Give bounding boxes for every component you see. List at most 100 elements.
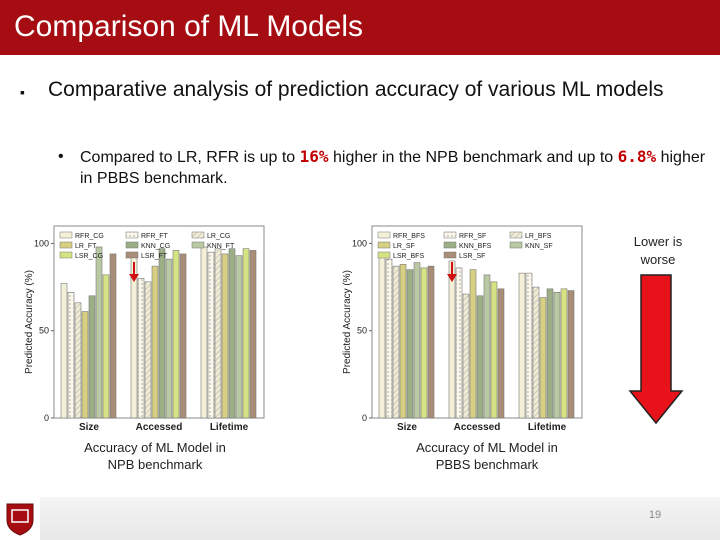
legend-label: LR_SF [393, 243, 415, 250]
page-number: 19 [648, 509, 662, 521]
footer-bar [40, 497, 720, 540]
y-tick-label: 100 [352, 238, 367, 248]
title-bar: Comparison of ML Models [0, 0, 720, 55]
legend-label: LSR_SF [459, 253, 485, 260]
bar-lsr-sf [427, 265, 435, 419]
bar-lr-cg [144, 281, 152, 419]
bar-lsr-bfs [560, 288, 568, 419]
highlight-arrow-icon [447, 262, 457, 282]
legend-label: LSR_FT [141, 253, 168, 260]
x-tick-label: Accessed [136, 422, 183, 433]
highlight-arrow-icon [129, 262, 139, 282]
legend-swatch [59, 251, 73, 259]
legend-label: LR_FT [75, 243, 97, 250]
bar-rfr-ft [207, 251, 215, 419]
x-tick-label: Accessed [454, 422, 501, 433]
bar-rfr-bfs [448, 260, 456, 419]
bar-knn-sf [413, 262, 421, 419]
bar-rfr-cg [60, 283, 68, 419]
x-tick-label: Size [79, 422, 99, 433]
bar-lsr-sf [567, 290, 575, 419]
bar-knn-ft [165, 258, 173, 419]
highlight-pbbs: 6.8% [617, 147, 657, 166]
legend-label: LSR_BFS [393, 253, 424, 260]
bar-knn-cg [88, 295, 96, 419]
legend-swatch [125, 251, 139, 259]
bullet-sub-part: higher in the NPB benchmark and up to [328, 149, 618, 166]
legend-swatch [125, 231, 139, 239]
y-tick-label: 0 [362, 413, 367, 423]
bar-knn-bfs [406, 269, 414, 419]
bullet-sub: • Compared to LR, RFR is up to 16% highe… [58, 146, 708, 189]
legend-swatch [191, 241, 205, 249]
square-bullet-icon: ▪ [20, 84, 25, 100]
university-shield-logo-icon [6, 503, 34, 536]
y-axis-label: Predicted Accuracy (%) [342, 270, 353, 374]
legend-label: KNN_BFS [459, 243, 492, 250]
legend-label: LSR_CG [75, 253, 103, 260]
bar-lr-sf [539, 297, 547, 419]
legend-swatch [377, 241, 391, 249]
bar-lr-bfs [392, 265, 400, 419]
bullet-sub-part: higher in PBBS benchmark. [80, 149, 706, 187]
caption-pbbs: Accuracy of ML Model in PBBS benchmark [416, 440, 558, 472]
bar-lr-bfs [462, 293, 470, 419]
bar-knn-bfs [546, 288, 554, 419]
bar-rfr-cg [200, 246, 208, 419]
highlight-npb: 16% [299, 147, 329, 166]
bar-lr-ft [81, 311, 89, 419]
y-tick-label: 50 [357, 326, 367, 336]
down-arrow-icon [628, 274, 684, 425]
bar-lr-cg [214, 248, 222, 419]
legend-label: RFR_CG [75, 233, 104, 240]
x-tick-label: Lifetime [528, 422, 567, 433]
bar-lsr-cg [172, 250, 180, 419]
bar-lr-ft [221, 253, 229, 419]
bullet-main: ▪ Comparative analysis of prediction acc… [20, 77, 700, 103]
bar-lr-cg [74, 302, 82, 419]
legend-label: LR_CG [207, 233, 230, 240]
legend-swatch [443, 241, 457, 249]
bullet-main-text: Comparative analysis of prediction accur… [48, 78, 664, 101]
lower-is-worse-note: Lower is worse [633, 234, 683, 267]
legend-swatch [509, 241, 523, 249]
bar-rfr-bfs [518, 272, 526, 419]
legend-swatch [377, 231, 391, 239]
dot-bullet-icon: • [58, 148, 64, 165]
bar-lr-ft [151, 265, 159, 419]
legend-swatch [59, 241, 73, 249]
bar-rfr-sf [385, 258, 393, 419]
bar-lsr-bfs [420, 267, 428, 419]
y-tick-label: 50 [39, 326, 49, 336]
legend-swatch [191, 231, 205, 239]
y-tick-label: 100 [34, 238, 49, 248]
bar-rfr-sf [455, 267, 463, 419]
legend-label: RFR_SF [459, 233, 486, 240]
y-tick-label: 0 [44, 413, 49, 423]
legend-swatch [59, 231, 73, 239]
legend-label: RFR_FT [141, 233, 169, 240]
y-axis-label: Predicted Accuracy (%) [24, 270, 35, 374]
x-tick-label: Lifetime [210, 422, 249, 433]
bar-lr-sf [399, 264, 407, 419]
bar-lr-bfs [532, 286, 540, 419]
legend-swatch [509, 231, 523, 239]
bar-rfr-ft [67, 292, 75, 419]
bar-lsr-sf [497, 288, 505, 419]
legend-label: KNN_FT [207, 243, 235, 250]
legend: RFR_CG RFR_FT LR_CG LR_FT KNN_CG KNN_FT LSR_CG… [59, 231, 235, 260]
slide-title: Comparison of ML Models [14, 10, 364, 43]
legend-swatch [443, 251, 457, 259]
bullet-sub-part: Compared to LR, RFR is up to [80, 149, 300, 166]
bar-lsr-cg [242, 248, 250, 419]
legend-swatch [377, 251, 391, 259]
x-tick-label: Size [397, 422, 417, 433]
bar-knn-ft [95, 246, 103, 419]
legend-label: LR_BFS [525, 233, 552, 240]
legend: RFR_BFS RFR_SF LR_BFS LR_SF KNN_BFS KNN_SF LSR… [377, 231, 553, 260]
bar-lsr-ft [179, 253, 187, 419]
bar-knn-bfs [476, 295, 484, 419]
bar-knn-sf [483, 274, 491, 419]
bar-lsr-ft [249, 250, 257, 419]
bar-lsr-ft [109, 253, 117, 419]
